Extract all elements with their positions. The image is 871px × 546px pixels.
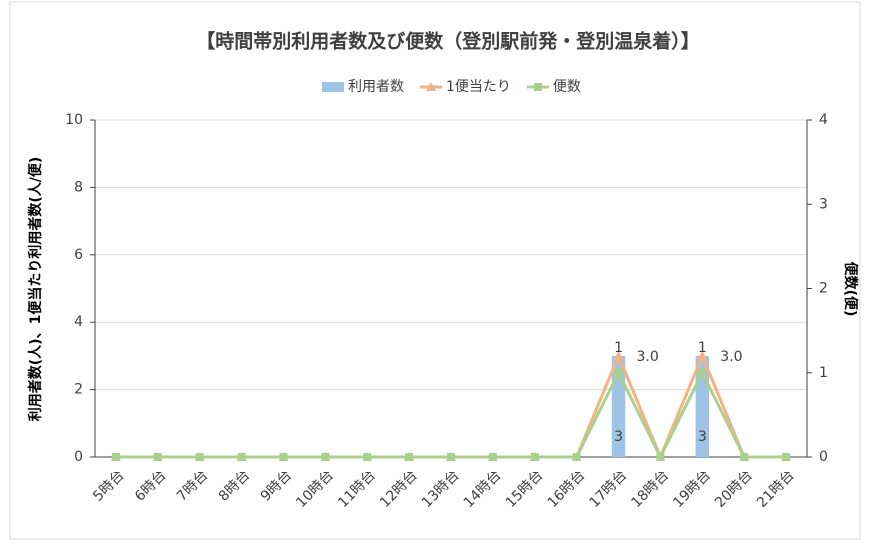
point bbox=[613, 350, 624, 360]
legend-marker bbox=[533, 83, 542, 91]
point bbox=[656, 453, 665, 461]
point bbox=[111, 453, 120, 461]
value-label: 3.0 bbox=[637, 349, 659, 365]
legend-label: 1便当たり bbox=[446, 79, 511, 95]
y-tick-label: 4 bbox=[74, 314, 83, 330]
legend-marker bbox=[426, 82, 436, 91]
point bbox=[321, 453, 330, 461]
bar-label: 3 bbox=[614, 429, 623, 445]
point bbox=[405, 453, 414, 461]
point bbox=[153, 453, 162, 461]
point bbox=[530, 453, 539, 461]
chart-title: 【時間帯別利用者数及び便数（登別駅前発・登別温泉着）】 bbox=[196, 30, 700, 53]
legend-label: 利用者数 bbox=[348, 79, 404, 95]
y2-tick-label: 0 bbox=[819, 449, 828, 465]
y2-axis-label: 便数(便) bbox=[842, 262, 859, 317]
value-label: 3.0 bbox=[720, 349, 742, 365]
point bbox=[279, 453, 288, 461]
y-tick-label: 0 bbox=[74, 449, 83, 465]
point bbox=[447, 453, 455, 461]
point bbox=[697, 350, 708, 360]
y-tick-label: 6 bbox=[74, 247, 83, 263]
bar-label: 3 bbox=[698, 429, 707, 445]
y-tick-label: 8 bbox=[74, 179, 83, 195]
y2-tick-label: 2 bbox=[819, 281, 828, 297]
point bbox=[488, 453, 497, 461]
legend-label: 便数 bbox=[553, 79, 581, 95]
y-tick-label: 10 bbox=[65, 112, 83, 128]
point bbox=[572, 453, 581, 461]
value-label: 1 bbox=[614, 340, 623, 356]
y2-tick-label: 3 bbox=[819, 196, 828, 212]
y-tick-label: 2 bbox=[74, 382, 83, 398]
point bbox=[614, 368, 623, 377]
point bbox=[782, 453, 791, 461]
value-label: 1 bbox=[698, 340, 707, 356]
y2-tick-label: 4 bbox=[819, 112, 828, 128]
point bbox=[698, 368, 707, 377]
point bbox=[363, 453, 372, 461]
y-axis-label: 利用者数(人)、1便当たり利用者数(人/便) bbox=[27, 157, 44, 421]
y2-tick-label: 1 bbox=[819, 365, 828, 381]
legend-swatch bbox=[322, 82, 344, 92]
point bbox=[740, 453, 749, 461]
point bbox=[237, 453, 246, 461]
chart-border bbox=[9, 1, 861, 540]
point bbox=[195, 453, 204, 461]
